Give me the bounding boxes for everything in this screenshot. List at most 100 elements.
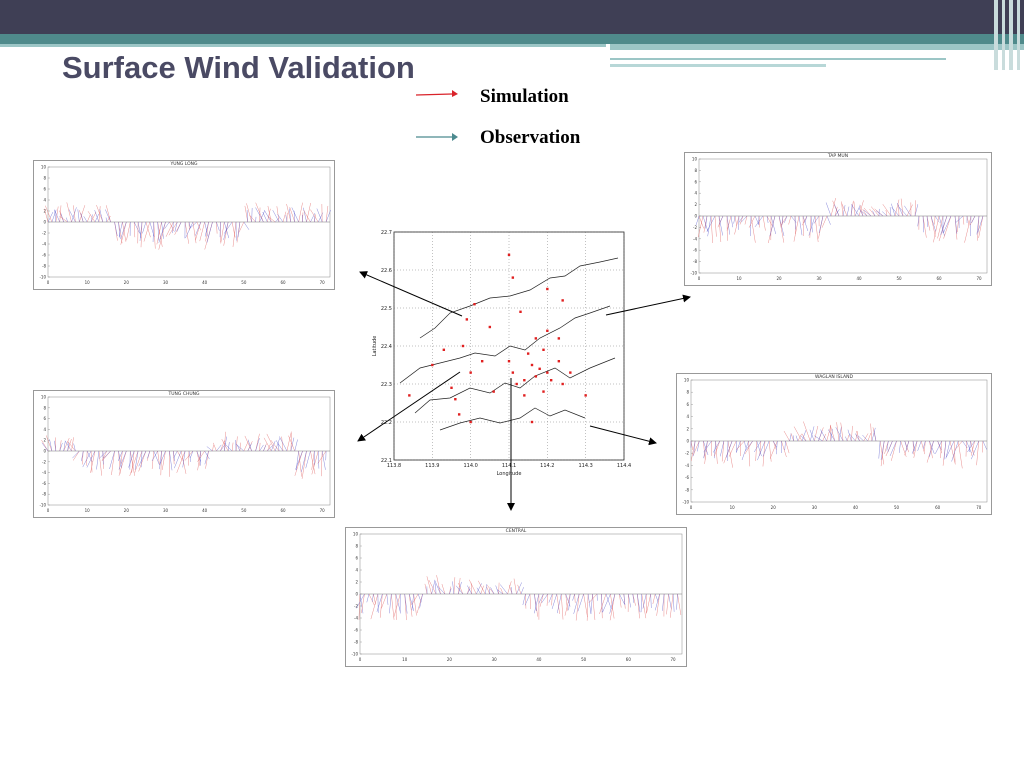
simulation-vector <box>63 437 70 452</box>
observation-vector <box>769 215 776 237</box>
simulation-vector <box>289 207 295 223</box>
observation-vector <box>784 215 788 223</box>
y-tick-label: 2 <box>355 580 358 585</box>
observation-vector <box>158 221 166 243</box>
simulation-vector <box>900 198 904 217</box>
simulation-vector <box>416 593 423 614</box>
simulation-vector <box>213 442 217 452</box>
simulation-vector <box>267 216 276 223</box>
observation-vector <box>911 440 918 454</box>
observation-vector <box>898 440 901 453</box>
simulation-vector <box>436 575 441 595</box>
y-tick-label: 2 <box>686 426 689 431</box>
observation-vector <box>847 429 852 442</box>
y-tick-label: -8 <box>42 492 46 497</box>
observation-vector <box>235 443 244 452</box>
observation-vector <box>955 215 964 223</box>
observation-vector <box>982 440 987 450</box>
simulation-vector <box>165 221 174 237</box>
observation-vector <box>189 221 197 229</box>
observation-vector <box>455 585 464 595</box>
simulation-vector <box>90 211 97 223</box>
simulation-vector <box>517 584 522 595</box>
observation-vector <box>917 440 922 451</box>
observation-vector <box>467 588 471 595</box>
simulation-vector <box>79 205 86 223</box>
observation-vector <box>623 593 626 606</box>
simulation-vector <box>199 221 205 242</box>
observation-vector <box>834 204 840 217</box>
observation-vector <box>321 450 326 470</box>
observation-vector <box>695 215 700 226</box>
observation-vector <box>246 209 248 223</box>
simulation-vector <box>188 450 190 466</box>
observation-vector <box>970 215 972 237</box>
simulation-vector <box>168 221 178 236</box>
simulation-vector <box>508 584 513 595</box>
simulation-vector <box>957 440 963 469</box>
simulation-vector <box>286 431 292 452</box>
observation-vector <box>109 450 115 470</box>
simulation-vector <box>195 221 201 241</box>
y-tick-label: 4 <box>355 568 358 573</box>
station-point <box>457 413 461 416</box>
observation-vector <box>305 450 311 469</box>
y-tick-label: 0 <box>355 592 358 597</box>
observation-vector <box>225 444 233 452</box>
accent-line-short <box>610 64 826 67</box>
x-tick-label: 60 <box>935 505 941 510</box>
observation-vector <box>41 442 49 452</box>
observation-vector <box>573 593 580 614</box>
observation-vector <box>404 593 408 614</box>
station-point <box>469 371 472 374</box>
simulation-vector <box>768 440 772 462</box>
station-point <box>534 337 538 340</box>
simulation-vector <box>736 440 745 450</box>
simulation-vector <box>583 593 588 618</box>
observation-vector <box>164 221 170 229</box>
observation-vector <box>969 440 971 452</box>
observation-vector <box>318 450 320 469</box>
observation-vector <box>94 210 100 223</box>
simulation-vector <box>610 593 615 619</box>
simulation-vector <box>298 202 303 223</box>
observation-vector <box>54 440 57 452</box>
simulation-vector <box>413 593 417 616</box>
simulation-vector <box>469 579 477 595</box>
simulation-vector <box>586 593 589 621</box>
simulation-vector <box>235 436 238 452</box>
simulation-vector <box>411 593 419 606</box>
simulation-vector <box>710 215 713 244</box>
simulation-vector <box>788 215 792 225</box>
x-tick-label: 0 <box>47 508 50 513</box>
simulation-vector <box>294 450 303 476</box>
observation-vector <box>117 450 123 462</box>
observation-vector <box>142 221 147 234</box>
simulation-vector <box>59 216 68 223</box>
accent-band <box>0 34 1024 44</box>
simulation-vector <box>129 450 139 477</box>
observation-vector <box>795 435 799 442</box>
quiver-title: TAP MUN <box>827 153 848 159</box>
observation-vector <box>602 593 611 613</box>
y-tick-label: 8 <box>43 176 46 181</box>
simulation-vector <box>126 221 131 241</box>
station-point <box>569 371 572 374</box>
station-point <box>530 420 534 424</box>
observation-vector <box>82 450 92 468</box>
simulation-vector <box>933 215 940 243</box>
observation-vector <box>90 214 93 223</box>
simulation-vector <box>500 587 504 595</box>
observation-vector <box>754 440 762 453</box>
observation-vector <box>718 215 723 236</box>
y-tick-label: -10 <box>39 275 46 280</box>
y-tick-label: 6 <box>694 179 697 184</box>
observation-vector <box>524 593 531 606</box>
simulation-vector <box>86 214 91 223</box>
y-tick-label: 4 <box>694 191 697 196</box>
x-tick-label: 0 <box>47 280 50 285</box>
simulation-vector <box>556 593 560 614</box>
observation-vector <box>437 586 446 595</box>
simulation-vector <box>231 442 234 452</box>
